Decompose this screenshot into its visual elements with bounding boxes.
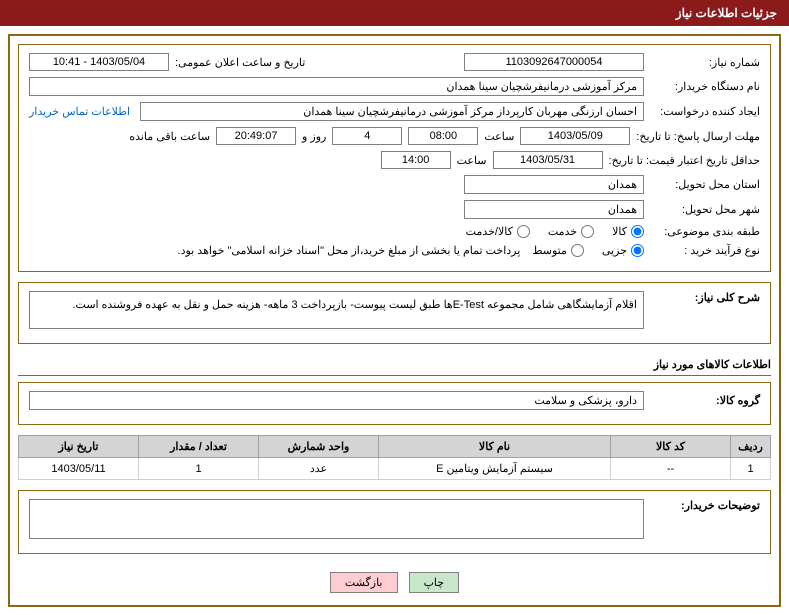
summary-label: شرح کلی نیاز: xyxy=(650,291,760,304)
row-summary: شرح کلی نیاز: اقلام آزمایشگاهی شامل مجمو… xyxy=(29,291,760,329)
buyer-notes-label: توضیحات خریدار: xyxy=(650,499,760,512)
form-section: شماره نیاز: 1103092647000054 تاریخ و ساع… xyxy=(18,44,771,272)
city-label: شهر محل تحویل: xyxy=(650,203,760,216)
deadline-time-field: 08:00 xyxy=(408,127,478,145)
th-code: کد کالا xyxy=(611,436,731,458)
th-date: تاریخ نیاز xyxy=(19,436,139,458)
cell-code: -- xyxy=(611,458,731,480)
radio-partial[interactable]: جزیی xyxy=(602,244,644,257)
remaining-label: ساعت باقی مانده xyxy=(129,130,210,143)
print-button[interactable]: چاپ xyxy=(409,572,460,593)
goods-group-field: دارو، پزشکی و سلامت xyxy=(29,391,644,410)
validity-date-field: 1403/05/31 xyxy=(493,151,603,169)
cell-row: 1 xyxy=(731,458,771,480)
cell-name: سیستم آزمایش ویتامین E xyxy=(379,458,611,480)
validity-label: حداقل تاریخ اعتبار قیمت: تا تاریخ: xyxy=(609,154,760,167)
row-validity: حداقل تاریخ اعتبار قیمت: تا تاریخ: 1403/… xyxy=(29,151,760,169)
table-row: 1--سیستم آزمایش ویتامین Eعدد11403/05/11 xyxy=(19,458,771,480)
main-container: شماره نیاز: 1103092647000054 تاریخ و ساع… xyxy=(8,34,781,607)
goods-table: ردیف کد کالا نام کالا واحد شمارش تعداد /… xyxy=(18,435,771,480)
province-field: همدان xyxy=(464,175,644,194)
validity-time-field: 14:00 xyxy=(381,151,451,169)
row-need-number: شماره نیاز: 1103092647000054 تاریخ و ساع… xyxy=(29,53,760,71)
back-button[interactable]: بازگشت xyxy=(330,572,398,593)
row-goods-group: گروه کالا: دارو، پزشکی و سلامت xyxy=(29,391,760,410)
goods-section-title: اطلاعات کالاهای مورد نیاز xyxy=(18,354,771,376)
row-city: شهر محل تحویل: همدان xyxy=(29,200,760,219)
deadline-date-field: 1403/05/09 xyxy=(520,127,630,145)
cell-date: 1403/05/11 xyxy=(19,458,139,480)
radio-service[interactable]: خدمت xyxy=(548,225,594,238)
validity-time-label: ساعت xyxy=(457,154,487,167)
row-province: استان محل تحویل: همدان xyxy=(29,175,760,194)
requester-label: ایجاد کننده درخواست: xyxy=(650,105,760,118)
row-buyer-notes: توضیحات خریدار: xyxy=(29,499,760,539)
goods-group-label: گروه کالا: xyxy=(650,394,760,407)
announce-field: 1403/05/04 - 10:41 xyxy=(29,53,169,71)
summary-text: اقلام آزمایشگاهی شامل مجموعه E-Testها طب… xyxy=(29,291,644,329)
row-requester: ایجاد کننده درخواست: احسان ارزنگی مهربان… xyxy=(29,102,760,121)
contact-link[interactable]: اطلاعات تماس خریدار xyxy=(29,105,130,118)
need-number-field: 1103092647000054 xyxy=(464,53,644,71)
radio-medium-input[interactable] xyxy=(571,244,584,257)
days-field: 4 xyxy=(332,127,402,145)
radio-goods-label: کالا xyxy=(612,225,627,238)
button-row: چاپ بازگشت xyxy=(18,564,771,597)
th-name: نام کالا xyxy=(379,436,611,458)
city-field: همدان xyxy=(464,200,644,219)
radio-medium-label: متوسط xyxy=(532,244,567,257)
radio-medium[interactable]: متوسط xyxy=(532,244,584,257)
requester-field: احسان ارزنگی مهربان کارپرداز مرکز آموزشی… xyxy=(140,102,644,121)
row-process: نوع فرآیند خرید : جزیی متوسط پرداخت تمام… xyxy=(29,244,760,257)
process-radio-group: جزیی متوسط xyxy=(532,244,644,257)
row-deadline: مهلت ارسال پاسخ: تا تاریخ: 1403/05/09 سا… xyxy=(29,127,760,145)
deadline-time-label: ساعت xyxy=(484,130,514,143)
deadline-label: مهلت ارسال پاسخ: تا تاریخ: xyxy=(636,130,760,143)
page-title: جزئیات اطلاعات نیاز xyxy=(676,6,777,20)
table-header-row: ردیف کد کالا نام کالا واحد شمارش تعداد /… xyxy=(19,436,771,458)
cell-unit: عدد xyxy=(259,458,379,480)
countdown-field: 20:49:07 xyxy=(216,127,296,145)
radio-both[interactable]: کالا/خدمت xyxy=(466,225,530,238)
th-row: ردیف xyxy=(731,436,771,458)
radio-service-label: خدمت xyxy=(548,225,577,238)
radio-both-label: کالا/خدمت xyxy=(466,225,513,238)
radio-goods-input[interactable] xyxy=(631,225,644,238)
announce-label: تاریخ و ساعت اعلان عمومی: xyxy=(175,56,305,69)
radio-both-input[interactable] xyxy=(517,225,530,238)
days-and-label: روز و xyxy=(302,130,326,143)
radio-service-input[interactable] xyxy=(581,225,594,238)
goods-group-section: گروه کالا: دارو، پزشکی و سلامت xyxy=(18,382,771,425)
province-label: استان محل تحویل: xyxy=(650,178,760,191)
category-radio-group: کالا خدمت کالا/خدمت xyxy=(466,225,644,238)
buyer-org-field: مرکز آموزشی درمانیفرشچیان سینا همدان xyxy=(29,77,644,96)
radio-goods[interactable]: کالا xyxy=(612,225,644,238)
need-number-label: شماره نیاز: xyxy=(650,56,760,69)
th-qty: تعداد / مقدار xyxy=(139,436,259,458)
cell-qty: 1 xyxy=(139,458,259,480)
row-buyer-org: نام دستگاه خریدار: مرکز آموزشی درمانیفرش… xyxy=(29,77,760,96)
buyer-org-label: نام دستگاه خریدار: xyxy=(650,80,760,93)
payment-note: پرداخت تمام یا بخشی از مبلغ خرید،از محل … xyxy=(178,244,521,257)
radio-partial-label: جزیی xyxy=(602,244,627,257)
row-category: طبقه بندی موضوعی: کالا خدمت کالا/خدمت xyxy=(29,225,760,238)
buyer-notes-field xyxy=(29,499,644,539)
radio-partial-input[interactable] xyxy=(631,244,644,257)
summary-section: شرح کلی نیاز: اقلام آزمایشگاهی شامل مجمو… xyxy=(18,282,771,344)
category-label: طبقه بندی موضوعی: xyxy=(650,225,760,238)
page-header: جزئیات اطلاعات نیاز xyxy=(0,0,789,26)
buyer-notes-section: توضیحات خریدار: xyxy=(18,490,771,554)
process-label: نوع فرآیند خرید : xyxy=(650,244,760,257)
th-unit: واحد شمارش xyxy=(259,436,379,458)
